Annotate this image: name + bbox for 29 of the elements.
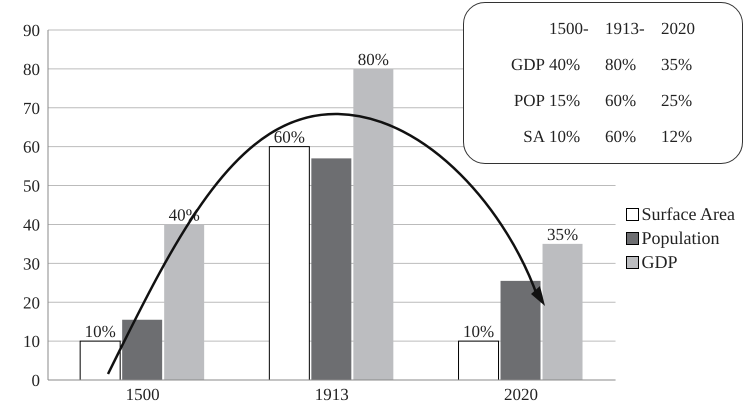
x-tick-label: 1913: [314, 385, 349, 404]
y-tick-label: 20: [23, 293, 40, 312]
legend-label: Population: [640, 227, 721, 250]
y-tick-label: 10: [23, 332, 40, 352]
bar: [500, 280, 541, 380]
bar: [268, 146, 310, 380]
data-label: 10%: [462, 322, 494, 342]
bar: [122, 320, 162, 380]
data-label: 80%: [358, 50, 389, 69]
data-label: 60%: [274, 128, 305, 147]
y-tick-label: 70: [23, 98, 40, 118]
legend-label: GDP: [640, 251, 679, 274]
y-tick-label: 0: [32, 371, 40, 390]
y-tick-label: 60: [23, 138, 40, 157]
annotation: 1500- 1913- 2020: [549, 18, 696, 40]
bar: [80, 340, 121, 380]
y-tick-label: 90: [23, 21, 40, 40]
bar: [311, 158, 352, 380]
x-tick-label: 2020: [504, 385, 538, 404]
value-table: 1500- 1913- 2020 GDP 40% 80% 35% POP 15% 60% 25% SA 10% 60% 12%: [463, 2, 743, 164]
legend-label: Surface Area: [640, 203, 735, 226]
data-label: 10%: [84, 322, 116, 342]
y-tick-label: 80: [23, 60, 40, 79]
bar: [458, 340, 500, 380]
data-label: 35%: [546, 224, 578, 244]
y-tick-label: 30: [23, 254, 40, 274]
y-tick-label: 50: [23, 176, 40, 196]
x-tick-label: 1500: [126, 385, 160, 404]
y-tick-label: 40: [23, 215, 40, 234]
